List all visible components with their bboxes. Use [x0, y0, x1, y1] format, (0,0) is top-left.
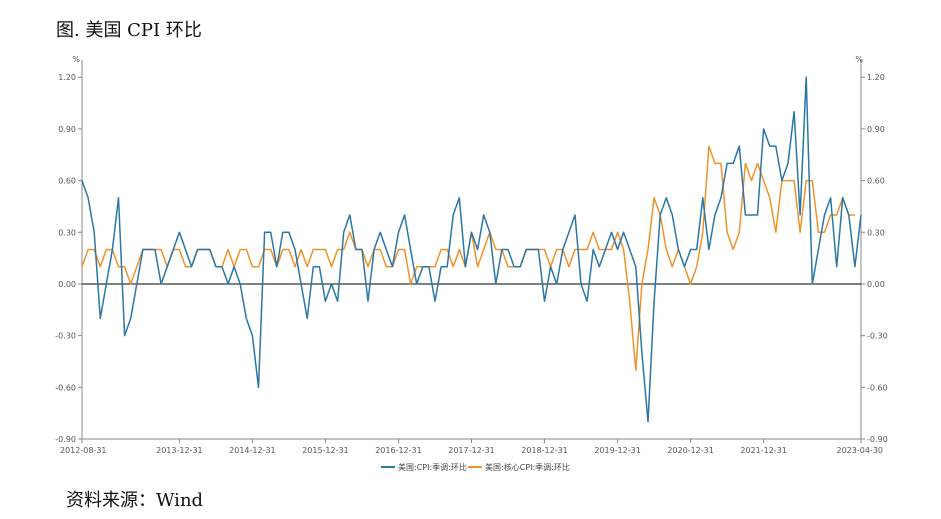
y-tick-label-left: -0.30	[55, 332, 76, 341]
axes: % % 1.20 1.20 0.90 0.90 0.60 0.60 0.30 0.30 0.00 0.…	[55, 55, 887, 455]
y-tick-label-right: -0.30	[867, 332, 888, 341]
y-tick-label-right: -0.90	[867, 435, 888, 444]
y-unit-left: %	[72, 55, 80, 64]
x-tick-label: 2015-12-31	[302, 446, 349, 455]
x-tick-label: 2020-12-31	[667, 446, 714, 455]
y-tick-label-left: 0.60	[58, 177, 76, 186]
y-tick-label-right: 0.90	[867, 125, 885, 134]
x-tick-label: 2016-12-31	[375, 446, 422, 455]
source-label: 资料来源：	[66, 490, 156, 511]
legend-label: 美国:CPI:季调:环比	[398, 462, 467, 472]
y-tick-label-right: 0.30	[867, 228, 885, 237]
series-line-core-cpi	[81, 145, 855, 371]
x-tick-label: 2013-12-31	[156, 446, 203, 455]
source-value: Wind	[156, 490, 204, 511]
series-layer	[81, 76, 862, 423]
x-tick-label: 2018-12-31	[521, 446, 568, 455]
legend: 美国:CPI:季调:环比 美国:核心CPI:季调:环比	[381, 462, 570, 472]
y-tick-label-left: 0.00	[58, 280, 76, 289]
y-tick-label-left: 0.90	[58, 125, 76, 134]
series-line-cpi	[81, 76, 862, 423]
legend-label: 美国:核心CPI:季调:环比	[485, 462, 570, 472]
source-note: 资料来源：Wind	[66, 486, 203, 512]
y-tick-label-left: -0.90	[55, 435, 76, 444]
x-tick-label: 2012-08-31	[60, 446, 107, 455]
x-tick-label: 2017-12-31	[448, 446, 495, 455]
y-tick-label-left: -0.60	[55, 383, 76, 392]
y-tick-label-left: 0.30	[58, 228, 76, 237]
y-tick-label-right: -0.60	[867, 383, 888, 392]
cpi-mom-chart: % % 1.20 1.20 0.90 0.90 0.60 0.60 0.30 0.30 0.00 0.…	[55, 55, 887, 472]
y-tick-label-right: 0.60	[867, 177, 885, 186]
y-tick-label-right: 1.20	[867, 73, 885, 82]
x-tick-label: 2014-12-31	[229, 446, 276, 455]
x-tick-label: 2021-12-31	[740, 446, 787, 455]
figure-title: 图. 美国 CPI 环比	[56, 20, 202, 41]
y-tick-label-left: 1.20	[58, 73, 76, 82]
y-tick-label-right: 0.00	[867, 280, 885, 289]
x-tick-label: 2019-12-31	[594, 446, 641, 455]
y-unit-right: %	[855, 55, 863, 64]
x-tick-label: 2023-04-30	[837, 446, 884, 455]
